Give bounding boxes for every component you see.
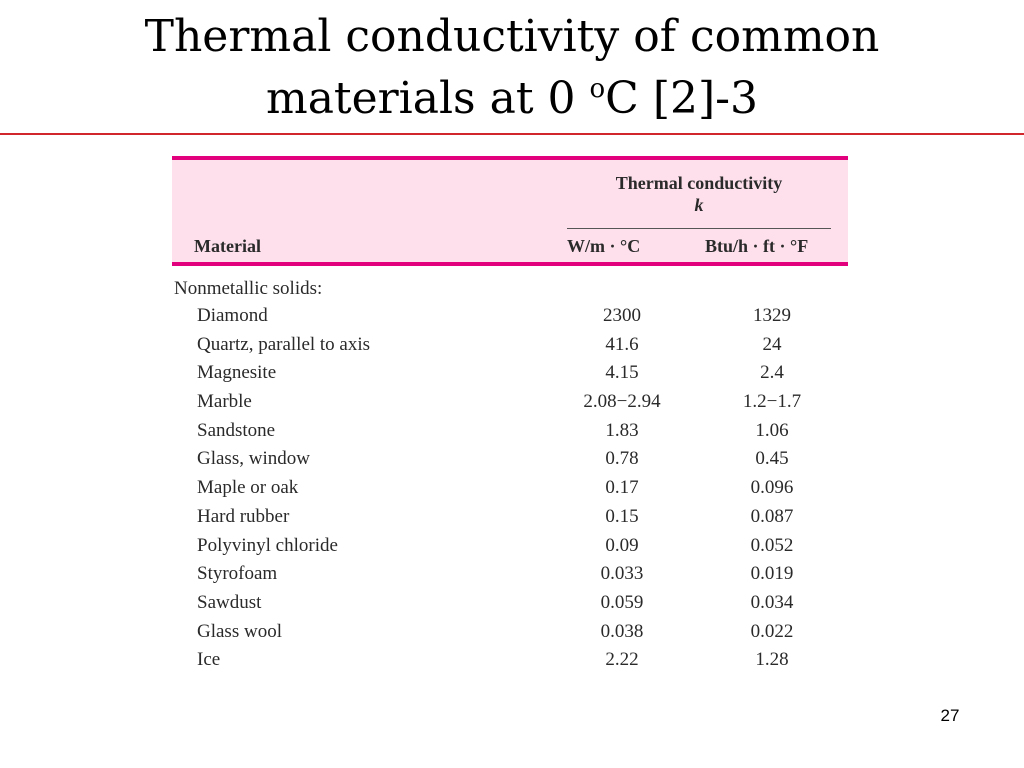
conductivity-english-value: 0.034 <box>750 591 794 613</box>
conductivity-english-value: 1.2−1.7 <box>742 391 802 413</box>
material-name: Sawdust <box>197 591 262 613</box>
group-header-symbol: k <box>694 195 704 215</box>
degree-superscript: o <box>589 74 606 104</box>
table-row: Marble 2.08−2.94 1.2−1.7 <box>172 391 848 420</box>
material-name: Quartz, parallel to axis <box>197 333 371 355</box>
conductivity-english-value: 1.06 <box>755 419 789 441</box>
conductivity-english-value: 1.28 <box>755 649 789 671</box>
material-name: Glass, window <box>197 448 310 470</box>
table-row: Glass wool 0.038 0.022 <box>172 621 848 650</box>
table-row: Sandstone 1.83 1.06 <box>172 420 848 449</box>
conductivity-si-value: 0.78 <box>605 448 639 470</box>
material-name: Sandstone <box>197 419 276 441</box>
table-row: Styrofoam 0.033 0.019 <box>172 563 848 592</box>
column-header-si-unit: W/m · °C <box>567 236 641 256</box>
table-row: Hard rubber 0.15 0.087 <box>172 506 848 535</box>
conductivity-english-value: 0.096 <box>750 477 794 499</box>
group-header-label: Thermal conductivity <box>615 173 783 193</box>
material-name: Marble <box>197 391 252 413</box>
material-name: Magnesite <box>197 362 277 384</box>
column-header-english-unit: Btu/h · ft · °F <box>705 236 809 256</box>
conductivity-si-value: 0.033 <box>600 563 644 585</box>
table-row: Sawdust 0.059 0.034 <box>172 592 848 621</box>
table-row: Magnesite 4.15 2.4 <box>172 362 848 391</box>
conductivity-english-value: 0.019 <box>750 563 794 585</box>
table-row: Glass, window 0.78 0.45 <box>172 448 848 477</box>
group-header-underline <box>567 228 831 229</box>
material-name: Styrofoam <box>197 563 278 585</box>
table-row: Maple or oak 0.17 0.096 <box>172 477 848 506</box>
group-header-thermal-conductivity: Thermal conductivity k <box>567 172 831 216</box>
title-divider <box>0 133 1024 135</box>
material-name: Ice <box>197 649 221 671</box>
section-label-nonmetallic-solids: Nonmetallic solids: <box>174 278 323 299</box>
conductivity-si-value: 1.83 <box>605 419 639 441</box>
material-name: Glass wool <box>197 620 282 642</box>
table-header: Thermal conductivity k Material W/m · °C… <box>172 156 848 266</box>
material-name: Diamond <box>197 305 268 326</box>
title-line-2-end: C [2]-3 <box>605 73 759 124</box>
table-row: Quartz, parallel to axis 41.6 24 <box>172 334 848 363</box>
page-number: 27 <box>940 706 960 725</box>
conductivity-si-value: 2.08−2.94 <box>583 391 661 413</box>
conductivity-english-value: 24 <box>762 333 782 355</box>
material-name: Polyvinyl chloride <box>197 534 338 556</box>
thermal-conductivity-table: Thermal conductivity k Material W/m · °C… <box>172 156 848 670</box>
table-body: Diamond 2300 1329 Quartz, parallel to axis 4… <box>172 305 848 678</box>
material-name: Maple or oak <box>197 477 299 499</box>
slide-title: Thermal conductivity of common materials… <box>0 6 1024 130</box>
table-row: Polyvinyl chloride 0.09 0.052 <box>172 535 848 564</box>
title-line-2-start: materials at 0 <box>265 73 590 124</box>
conductivity-si-value: 0.059 <box>600 591 644 613</box>
conductivity-si-value: 2300 <box>603 305 641 326</box>
conductivity-si-value: 0.15 <box>605 505 639 527</box>
column-header-material: Material <box>194 236 261 256</box>
conductivity-english-value: 1329 <box>753 305 791 326</box>
conductivity-si-value: 4.15 <box>605 362 639 384</box>
conductivity-english-value: 0.052 <box>750 534 794 556</box>
conductivity-si-value: 41.6 <box>605 333 639 355</box>
conductivity-english-value: 0.45 <box>755 448 789 470</box>
table-row: Ice 2.22 1.28 <box>172 649 848 678</box>
table-row: Diamond 2300 1329 <box>172 305 848 334</box>
conductivity-english-value: 0.022 <box>750 620 794 642</box>
conductivity-si-value: 0.038 <box>600 620 644 642</box>
conductivity-english-value: 2.4 <box>760 362 784 384</box>
conductivity-si-value: 0.09 <box>605 534 639 556</box>
conductivity-english-value: 0.087 <box>750 505 794 527</box>
material-name: Hard rubber <box>197 505 290 527</box>
conductivity-si-value: 0.17 <box>605 477 639 499</box>
conductivity-si-value: 2.22 <box>605 649 639 671</box>
slide-title-line-1: Thermal conductivity of common <box>144 11 880 62</box>
slide-title-line-2: materials at 0 oC [2]-3 <box>0 68 1024 130</box>
